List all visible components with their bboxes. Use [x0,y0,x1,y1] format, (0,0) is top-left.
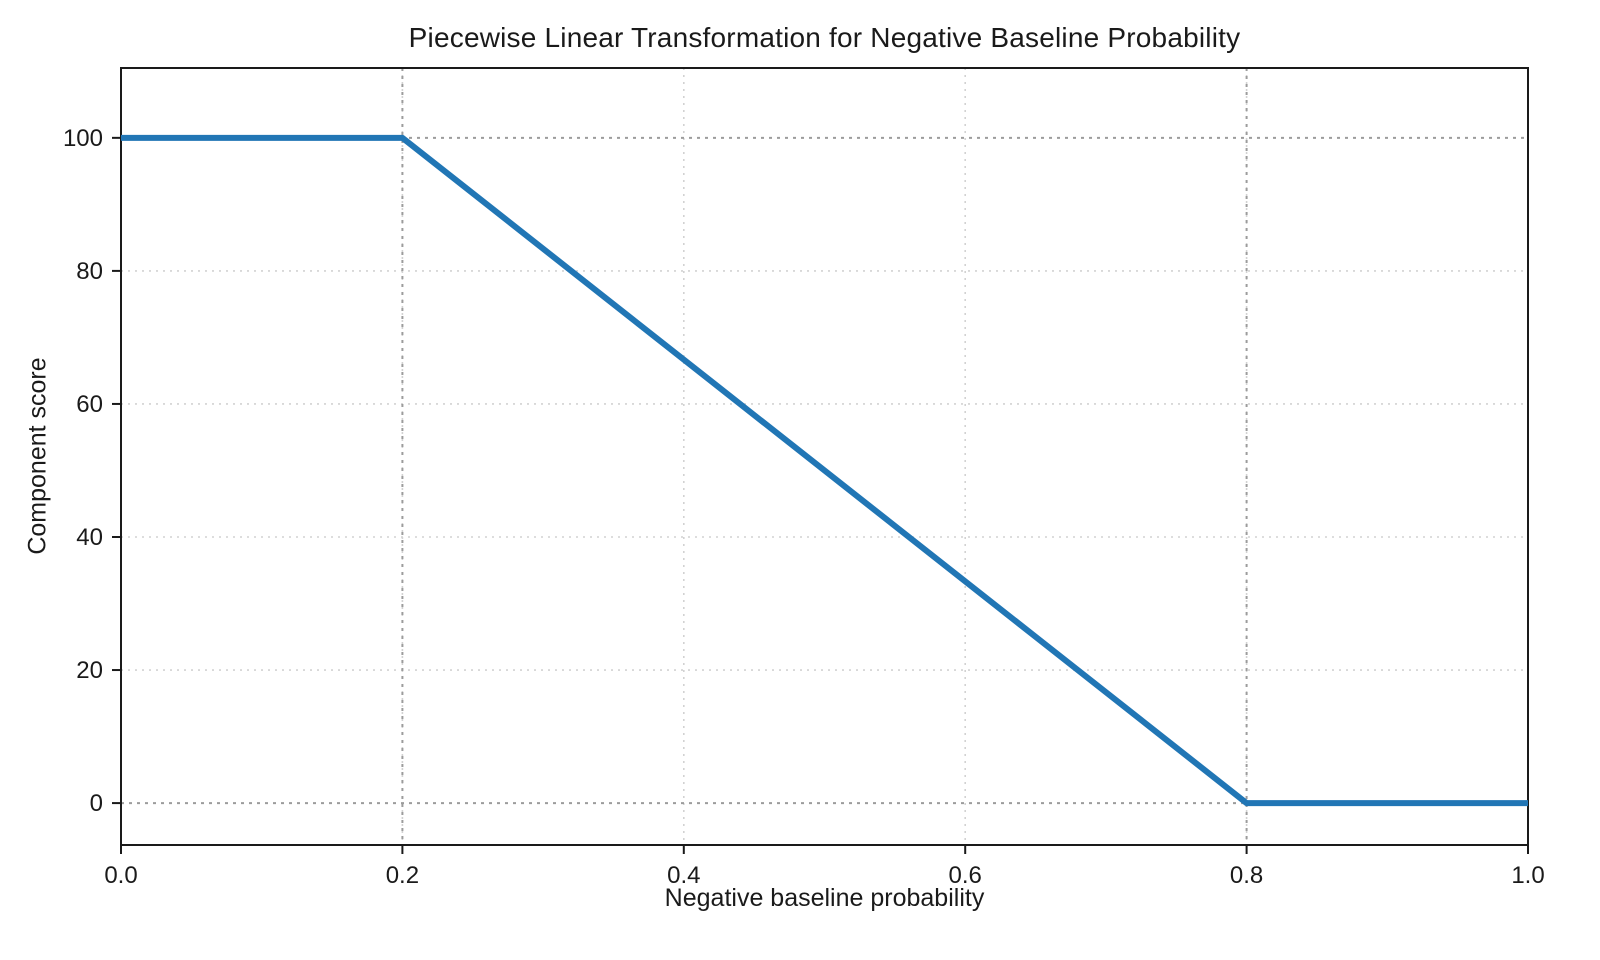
y-tick-label: 100 [63,125,103,152]
x-tick-label: 0.2 [386,862,419,889]
x-tick-label: 0.6 [949,862,982,889]
y-tick-label: 20 [76,657,103,684]
x-tick-label: 0.0 [104,862,137,889]
y-axis-label: Component score [23,357,52,555]
x-tick-label: 0.8 [1230,862,1263,889]
axes-frame [120,67,1529,846]
y-tick-label: 80 [76,258,103,285]
x-tick-label: 1.0 [1511,862,1544,889]
y-tick-label: 40 [76,524,103,551]
y-tick-label: 60 [76,391,103,418]
x-tick-label: 0.4 [667,862,700,889]
y-tick-label: 0 [90,790,103,817]
x-axis-label: Negative baseline probability [664,884,985,912]
chart-title: Piecewise Linear Transformation for Nega… [408,22,1241,53]
series-line [121,134,1528,807]
